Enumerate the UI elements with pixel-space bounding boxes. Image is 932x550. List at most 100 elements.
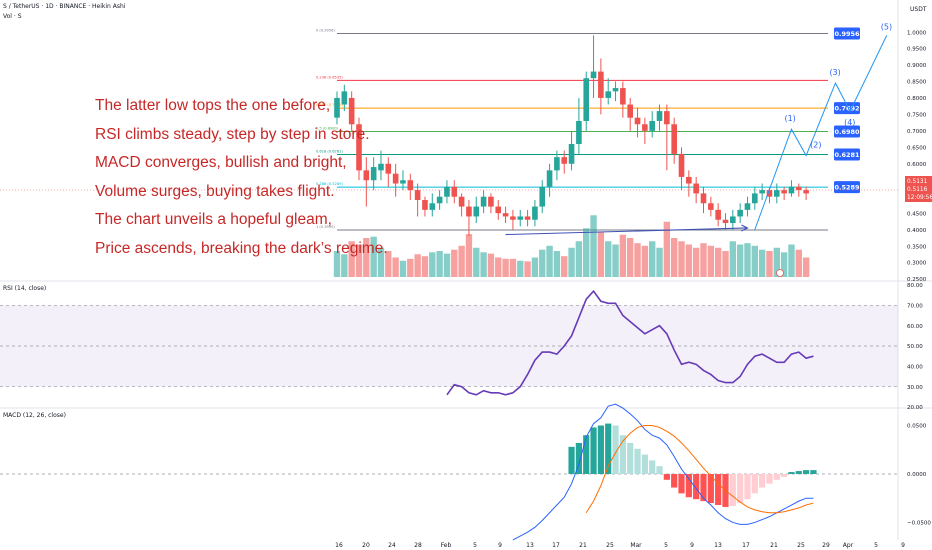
- volume-bar: [377, 247, 385, 277]
- volume-bar: [495, 257, 502, 277]
- fib-level-tag: 0.618 (0.6281): [316, 150, 343, 154]
- volume-bar: [568, 247, 575, 277]
- volume-bar: [627, 238, 634, 277]
- price-tick-label: 0.8500: [907, 80, 927, 86]
- price-tick-label: 0.9500: [907, 47, 927, 53]
- fib-price-label: [834, 125, 860, 138]
- current-price-tag: [905, 176, 932, 202]
- volume-bar: [458, 245, 465, 277]
- macd-histogram-bar: [729, 473, 736, 506]
- candle-body: [620, 88, 626, 105]
- macd-histogram-bar: [634, 448, 641, 474]
- volume-bar: [370, 236, 377, 277]
- fib-price-label-text: 0.7692: [834, 105, 859, 113]
- rsi-tick-label: 70.00: [907, 304, 923, 310]
- candle-body: [664, 111, 670, 125]
- volume-bar: [692, 247, 700, 277]
- volume-bar: [736, 244, 744, 277]
- time-tick-label: 9: [498, 542, 502, 549]
- rsi-line: [446, 289, 814, 396]
- currency-label: USDT: [910, 6, 927, 13]
- volume-bar: [385, 251, 392, 277]
- time-tick-label: 24: [388, 542, 396, 549]
- volume-bar: [561, 256, 568, 277]
- rsi-pane: [446, 289, 814, 396]
- volume-bar: [407, 258, 414, 277]
- time-tick-label: Feb: [441, 542, 452, 549]
- candle-body: [524, 216, 531, 220]
- candle-body: [788, 186, 795, 194]
- candle-body: [363, 170, 370, 181]
- volume-bar: [788, 244, 795, 277]
- elliott-wave-path: (1) (2) (3) (4) (5): [505, 22, 892, 236]
- fib-level-tag: 0.236 (0.8535): [316, 75, 343, 79]
- price-tick-label: 1.0000: [907, 30, 927, 36]
- current-price-tag-text: 0.5116: [907, 187, 928, 193]
- candle-body: [473, 206, 480, 217]
- macd-histogram-bar: [795, 471, 802, 474]
- wave-path: [754, 35, 888, 230]
- volume-bar: [392, 257, 399, 277]
- rsi-tick-label: 20.00: [907, 405, 923, 411]
- fib-level-tag: 0.5 (0.6980): [316, 127, 339, 131]
- time-tick-label: 9: [690, 542, 694, 549]
- volume-bar: [773, 247, 780, 277]
- volume-bar: [648, 241, 656, 277]
- volume-bar: [744, 243, 751, 277]
- price-tick-label: 0.8000: [907, 96, 927, 102]
- volume-bar: [487, 253, 495, 277]
- volume-bar: [429, 252, 436, 277]
- price-tick-label: 0.7500: [907, 113, 927, 119]
- volume-bar: [546, 245, 553, 277]
- macd-histogram-bar: [744, 473, 751, 500]
- candle-body: [502, 213, 509, 217]
- candle-body: [708, 203, 714, 210]
- volume-bar: [663, 221, 671, 277]
- volume-bar: [451, 249, 458, 277]
- volume-bar: [634, 243, 641, 277]
- volume-bar: [517, 260, 524, 277]
- candle-body: [693, 183, 699, 194]
- trend-line: [505, 227, 748, 236]
- macd-histogram-bar: [568, 446, 575, 474]
- price-tick-label: 0.6000: [907, 162, 927, 168]
- price-tick-label: 0.3500: [907, 244, 927, 250]
- candle-body: [766, 190, 773, 197]
- candle-body: [392, 173, 399, 184]
- macd-tick-label: 0.0500: [907, 424, 927, 430]
- current-price-tag-text: 0.5131: [907, 179, 928, 185]
- volume-bar: [363, 238, 370, 277]
- volume-bar: [473, 247, 480, 277]
- candle-body: [590, 71, 597, 79]
- volume-bar: [355, 244, 363, 277]
- volume-bar: [553, 251, 561, 277]
- candle-body: [407, 180, 414, 191]
- volume-bar: [465, 234, 473, 277]
- time-tick-label: 21: [770, 542, 778, 549]
- macd-histogram-bar: [803, 470, 810, 474]
- candle-body: [348, 97, 355, 125]
- candle-body: [546, 170, 553, 187]
- volume-bar: [802, 257, 810, 277]
- time-tick-label: 13: [526, 542, 534, 549]
- time-tick-label: 5: [874, 542, 878, 549]
- fib-price-label-text: 0.6980: [834, 128, 860, 136]
- time-tick-label: 13: [714, 542, 722, 549]
- candle-body: [730, 216, 736, 224]
- candlesticks: [334, 35, 809, 237]
- volume-bar: [575, 241, 583, 277]
- time-tick-label: 9: [901, 542, 905, 549]
- macd-tick-label: −0.0500: [907, 521, 931, 527]
- candle-body: [686, 176, 692, 184]
- candle-body: [722, 219, 729, 224]
- macd-histogram-bar: [627, 442, 634, 474]
- macd-histogram-bar: [583, 435, 590, 474]
- volume-bar: [480, 252, 487, 277]
- time-tick-label: 25: [797, 542, 805, 549]
- macd-histogram-bar: [773, 473, 780, 480]
- time-tick-label: Apr: [843, 542, 854, 549]
- volume-bar: [421, 256, 429, 277]
- macd-histogram-bar: [781, 473, 788, 477]
